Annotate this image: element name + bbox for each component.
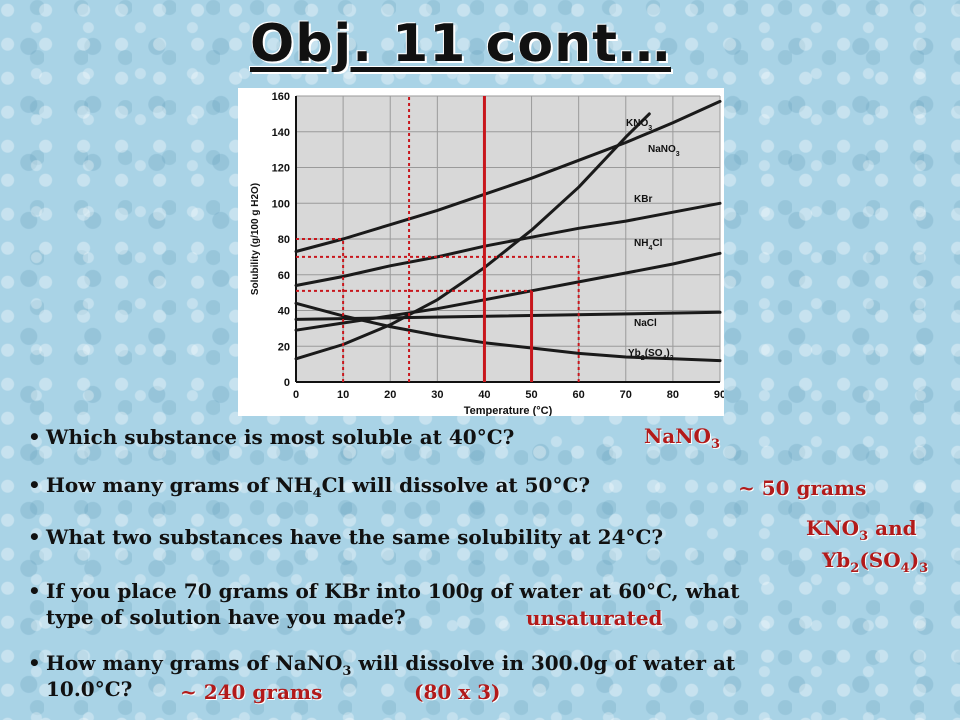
series-line-nano bbox=[294, 99, 722, 253]
question-3: • What two substances have the same solub… bbox=[28, 524, 663, 550]
slide-title: Obj. 11 cont… bbox=[250, 14, 672, 74]
question-5-text-b: will dissolve in 300.0g of water at bbox=[351, 651, 736, 675]
y-tick-label: 80 bbox=[278, 234, 290, 246]
answer-3-so-text: (SO bbox=[859, 548, 901, 572]
answer-3-line-2: Yb2(SO4)3 bbox=[822, 548, 928, 575]
bullet-icon: • bbox=[28, 525, 41, 549]
series-label-nhcl: NH4Cl bbox=[634, 238, 663, 252]
series-label-yb(so): Yb2(SO4)3 bbox=[628, 348, 674, 362]
x-tick-label: 20 bbox=[384, 389, 396, 401]
question-1: • Which substance is most soluble at 40°C… bbox=[28, 424, 514, 450]
question-4-line-2: type of solution have you made? bbox=[46, 605, 406, 629]
series-line-nacl bbox=[294, 310, 722, 321]
question-1-text: Which substance is most soluble at 40°C? bbox=[46, 425, 515, 449]
x-tick-label: 0 bbox=[293, 389, 299, 401]
y-axis-label: Solubility (g/100 g H2O) bbox=[250, 183, 261, 295]
series-line-kbr bbox=[294, 201, 722, 287]
answer-1-text: NaNO bbox=[644, 424, 711, 448]
series-label-kno: KNO3 bbox=[626, 118, 652, 132]
y-tick-label: 40 bbox=[278, 306, 290, 318]
answer-3-paren-text: ) bbox=[909, 548, 920, 572]
question-2-sub: 4 bbox=[312, 486, 322, 501]
bullet-icon: • bbox=[28, 425, 41, 449]
x-tick-label: 80 bbox=[667, 389, 679, 401]
question-5-text-a: How many grams of NaNO bbox=[46, 651, 343, 675]
answer-3-kno-sub: 3 bbox=[859, 529, 869, 544]
answer-3-line-1: KNO3 and bbox=[806, 516, 917, 543]
bullet-icon: • bbox=[28, 651, 41, 675]
question-4-line-1: If you place 70 grams of KBr into 100g o… bbox=[46, 579, 740, 603]
x-tick-label: 50 bbox=[525, 389, 537, 401]
answer-1: NaNO3 bbox=[644, 424, 720, 451]
answer-1-sub: 3 bbox=[710, 437, 720, 452]
question-2-text-b: Cl will dissolve at 50°C? bbox=[321, 473, 591, 497]
y-tick-label: 0 bbox=[284, 377, 290, 389]
bullet-icon: • bbox=[28, 579, 41, 603]
solubility-chart-svg: 0 10 20 30 40 50 60 70 80 90 0 20 40 60 80 100 120 140 160… bbox=[250, 91, 724, 416]
y-tick-label: 100 bbox=[272, 198, 290, 210]
answer-3-sub-1: 2 bbox=[850, 561, 860, 576]
x-tick-label: 30 bbox=[431, 389, 443, 401]
question-4: • If you place 70 grams of KBr into 100g … bbox=[28, 578, 740, 630]
series-line-yb(so) bbox=[294, 301, 722, 363]
answer-5-calc: (80 x 3) bbox=[414, 680, 501, 704]
y-tick-label: 160 bbox=[272, 91, 290, 103]
y-tick-label: 140 bbox=[272, 127, 290, 139]
series-label-nano: NaNO3 bbox=[648, 144, 680, 158]
question-5-line-2: 10.0°C? bbox=[46, 677, 133, 701]
x-tick-label: 60 bbox=[573, 389, 585, 401]
answer-3-and-text: and bbox=[868, 516, 917, 540]
question-5-sub: 3 bbox=[342, 664, 352, 679]
solubility-chart: 0 10 20 30 40 50 60 70 80 90 0 20 40 60 80 100 120 140 160… bbox=[238, 88, 724, 416]
x-axis-label: Temperature (°C) bbox=[464, 405, 553, 416]
answer-2: ~ 50 grams bbox=[738, 476, 867, 500]
x-tick-label: 40 bbox=[478, 389, 490, 401]
series-label-kbr: KBr bbox=[634, 194, 652, 205]
question-2-text-a: How many grams of NH bbox=[46, 473, 313, 497]
answer-3-sub-3: 3 bbox=[919, 561, 929, 576]
x-tick-label: 70 bbox=[620, 389, 632, 401]
x-tick-label: 90 bbox=[714, 389, 724, 401]
question-2: • How many grams of NH4Cl will dissolve a… bbox=[28, 472, 591, 501]
answer-3-sub-2: 4 bbox=[900, 561, 910, 576]
question-5: • How many grams of NaNO3 will dissolve i… bbox=[28, 650, 735, 702]
answer-3-yb-text: Yb bbox=[822, 548, 851, 572]
bullet-icon: • bbox=[28, 473, 41, 497]
series-label-nacl: NaCl bbox=[634, 318, 657, 329]
y-tick-label: 60 bbox=[278, 270, 290, 282]
answer-3-kno-text: KNO bbox=[806, 516, 860, 540]
y-tick-label: 120 bbox=[272, 163, 290, 175]
answer-5-grams: ~ 240 grams bbox=[180, 680, 323, 704]
y-tick-label: 20 bbox=[278, 341, 290, 353]
question-3-text: What two substances have the same solubi… bbox=[46, 525, 664, 549]
answer-4: unsaturated bbox=[526, 606, 663, 630]
x-tick-label: 10 bbox=[337, 389, 349, 401]
